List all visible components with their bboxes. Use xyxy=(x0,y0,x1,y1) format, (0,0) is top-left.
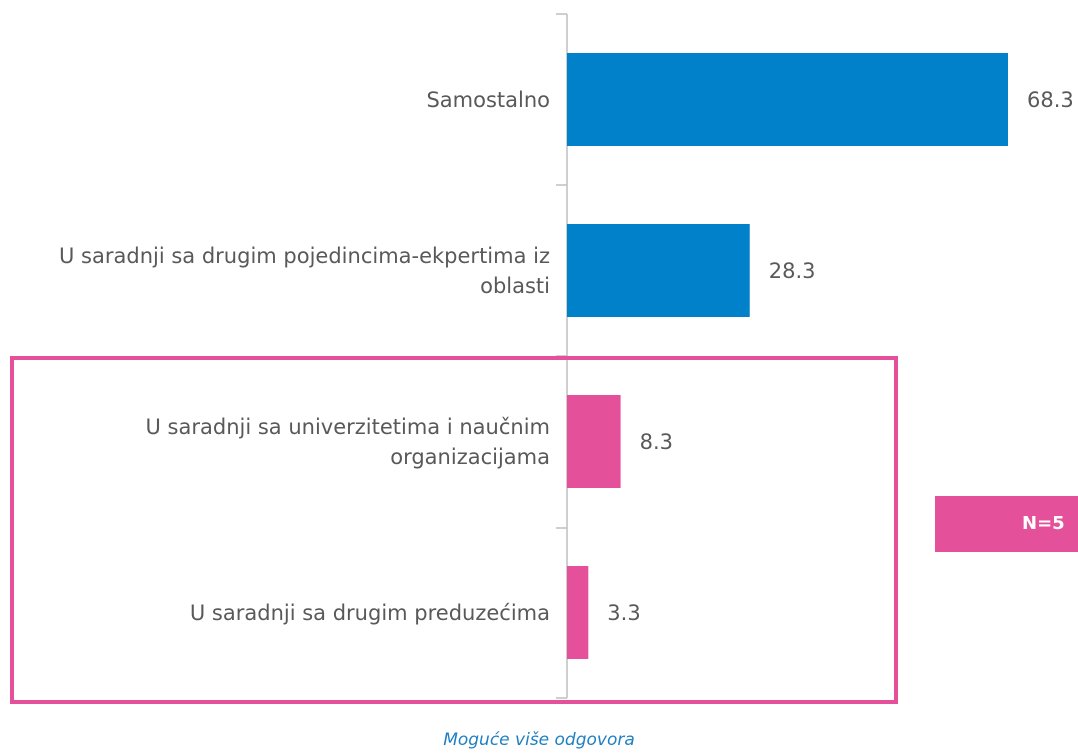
category-label: Samostalno xyxy=(426,87,550,112)
bar xyxy=(567,395,621,488)
value-label: 28.3 xyxy=(768,258,816,283)
category-label: U saradnji sa drugim preduzećima xyxy=(189,600,550,625)
value-label: 3.3 xyxy=(607,600,641,625)
category-label: U saradnji sa drugim pojedincima-ekperti… xyxy=(59,243,550,298)
category-label: U saradnji sa univerzitetima i naučnim o… xyxy=(145,414,551,469)
n-badge: N=5 xyxy=(935,496,1078,552)
note: Moguće više odgovora xyxy=(443,730,635,750)
value-label: 8.3 xyxy=(639,429,673,454)
bar xyxy=(567,566,589,659)
bar xyxy=(567,224,750,317)
highlight-box xyxy=(10,356,898,704)
bar xyxy=(567,53,1009,146)
value-label: 68.3 xyxy=(1027,87,1074,112)
